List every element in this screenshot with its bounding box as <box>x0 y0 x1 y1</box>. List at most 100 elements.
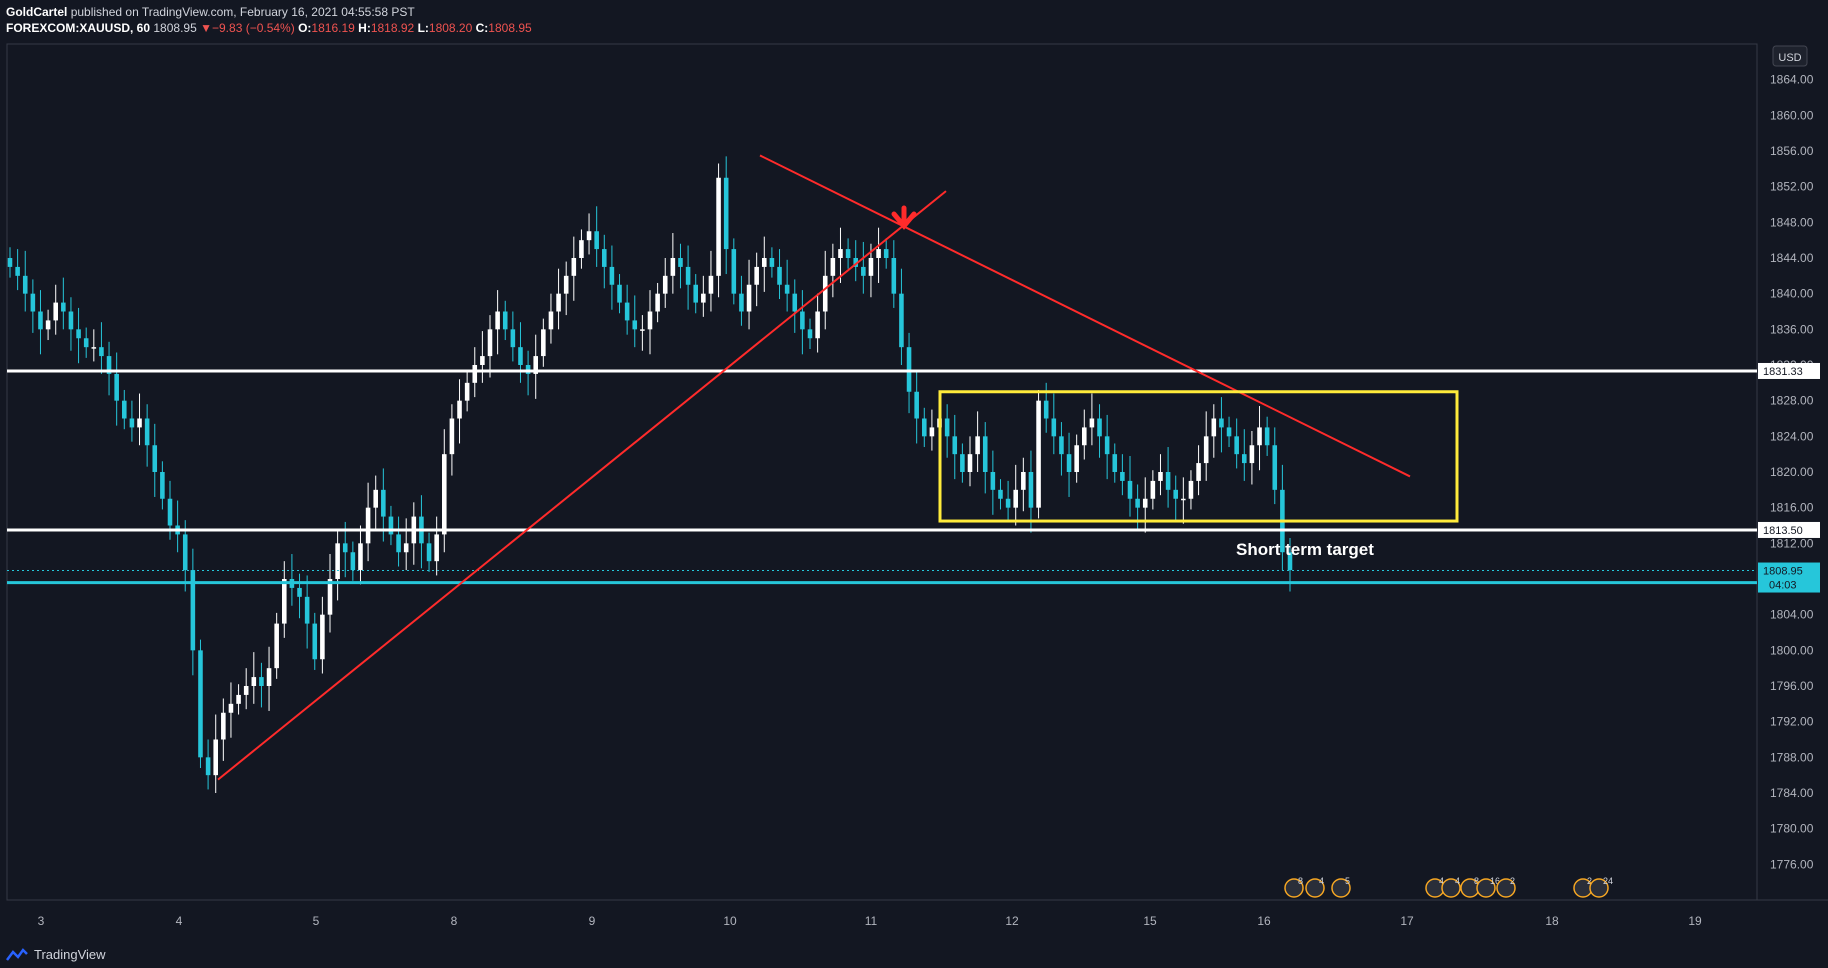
price-level-label: 1813.50 <box>1763 525 1803 537</box>
x-tick-label: 4 <box>176 914 183 928</box>
candle-body <box>746 284 752 312</box>
candle-body <box>1165 472 1171 490</box>
last-price-tag <box>1758 562 1820 593</box>
target-annotation-text[interactable]: Short term target <box>1236 540 1374 559</box>
candle-body <box>723 177 729 250</box>
candle-body <box>274 623 279 669</box>
y-tick-label: 1848.00 <box>1770 215 1814 229</box>
candle-body <box>1028 472 1034 508</box>
candle-body <box>1112 454 1118 472</box>
candle-body <box>350 552 356 571</box>
candle-body <box>1021 472 1026 490</box>
candle-body <box>259 677 264 686</box>
candle-body <box>114 373 119 401</box>
candle-body <box>1043 400 1049 419</box>
candle-body <box>38 311 43 330</box>
event-badge-count: 16 <box>1490 876 1500 886</box>
candle-body <box>1142 498 1148 508</box>
y-tick-label: 1824.00 <box>1770 429 1814 443</box>
candle-body <box>1242 454 1247 464</box>
candle-body <box>221 712 226 740</box>
candle-body <box>1249 445 1255 464</box>
candle-body <box>952 436 958 455</box>
candle-body <box>106 356 112 374</box>
economic-event-icon[interactable] <box>1305 878 1325 898</box>
candle-body <box>30 293 36 312</box>
x-tick-label: 17 <box>1400 914 1414 928</box>
candle-body <box>152 445 158 472</box>
y-tick-label: 1780.00 <box>1770 822 1814 836</box>
footer-brand-text[interactable]: TradingView <box>34 947 106 962</box>
economic-event-icon[interactable] <box>1476 878 1496 898</box>
candle-body <box>533 356 538 374</box>
candle-body <box>1059 436 1064 455</box>
tradingview-logo-icon <box>6 947 28 961</box>
candle-body <box>807 329 813 339</box>
x-tick-label: 8 <box>451 914 458 928</box>
candle-body <box>701 293 706 303</box>
candle-body <box>381 489 386 517</box>
candle-body <box>845 249 851 258</box>
x-tick-label: 5 <box>313 914 320 928</box>
consolidation-box[interactable] <box>938 390 1459 523</box>
candle-body <box>76 329 81 339</box>
candle-body <box>236 694 241 704</box>
event-badge-count: 8 <box>1298 876 1303 886</box>
price-level-tag <box>1758 521 1820 538</box>
ascending-trendline[interactable] <box>217 190 947 781</box>
y-tick-label: 1816.00 <box>1770 501 1814 515</box>
candle-body <box>243 686 249 695</box>
candle-body <box>602 249 607 267</box>
event-badge-count: 24 <box>1603 876 1613 886</box>
economic-event-icon[interactable] <box>1441 878 1461 898</box>
candle-body <box>1150 480 1156 499</box>
candle-body <box>91 347 97 349</box>
economic-event-icon[interactable] <box>1331 878 1351 898</box>
candle-body <box>906 347 912 392</box>
candle-body <box>144 418 150 446</box>
economic-event-icon[interactable] <box>1496 878 1516 898</box>
candle-body <box>1013 489 1018 508</box>
candle-body <box>678 258 683 267</box>
y-tick-label: 1800.00 <box>1770 643 1814 657</box>
candle-body <box>68 311 74 330</box>
candle-body <box>457 400 462 419</box>
candle-body <box>822 275 828 312</box>
candle-body <box>99 347 104 357</box>
candle-body <box>198 650 203 758</box>
candle-body <box>15 266 20 276</box>
candle-body <box>122 400 127 419</box>
currency-badge[interactable] <box>1772 45 1808 67</box>
price-chart[interactable]: 1776.00 1780.00 1784.00 1788.00 1792.00 1796.… <box>0 0 1828 940</box>
candle-body <box>815 311 820 339</box>
ohlc-line: FOREXCOM:XAUUSD, 60 1808.95 ▼−9.83 (−0.5… <box>6 20 532 36</box>
publisher-line: GoldCartel published on TradingView.com,… <box>6 4 532 20</box>
open-label: O: <box>298 21 312 35</box>
publisher-name[interactable]: GoldCartel <box>6 5 68 19</box>
economic-event-icon[interactable] <box>1589 878 1609 898</box>
candle-body <box>1127 480 1133 499</box>
candle-body <box>800 311 805 330</box>
candle-body <box>449 418 455 455</box>
descending-trendline[interactable] <box>759 154 1411 478</box>
candle-body <box>990 472 996 490</box>
candle-body <box>762 258 767 267</box>
candle-body <box>571 258 577 276</box>
candle-body <box>708 275 714 294</box>
x-tick-label: 16 <box>1257 914 1271 928</box>
candle-body <box>609 266 615 285</box>
candle-body <box>1158 472 1163 481</box>
candle-body <box>1066 454 1072 472</box>
candle-body <box>640 329 645 331</box>
high-value: 1818.92 <box>370 21 415 35</box>
candle-body <box>403 543 409 553</box>
candle-body <box>137 418 142 428</box>
candle-body <box>442 454 447 535</box>
candle-body <box>716 177 721 276</box>
economic-event-icon[interactable] <box>1284 878 1304 898</box>
candle-body <box>304 596 310 624</box>
candle-body <box>647 311 653 330</box>
chart-header: GoldCartel published on TradingView.com,… <box>6 4 532 36</box>
candle-body <box>61 302 66 312</box>
candle-body <box>617 284 622 303</box>
